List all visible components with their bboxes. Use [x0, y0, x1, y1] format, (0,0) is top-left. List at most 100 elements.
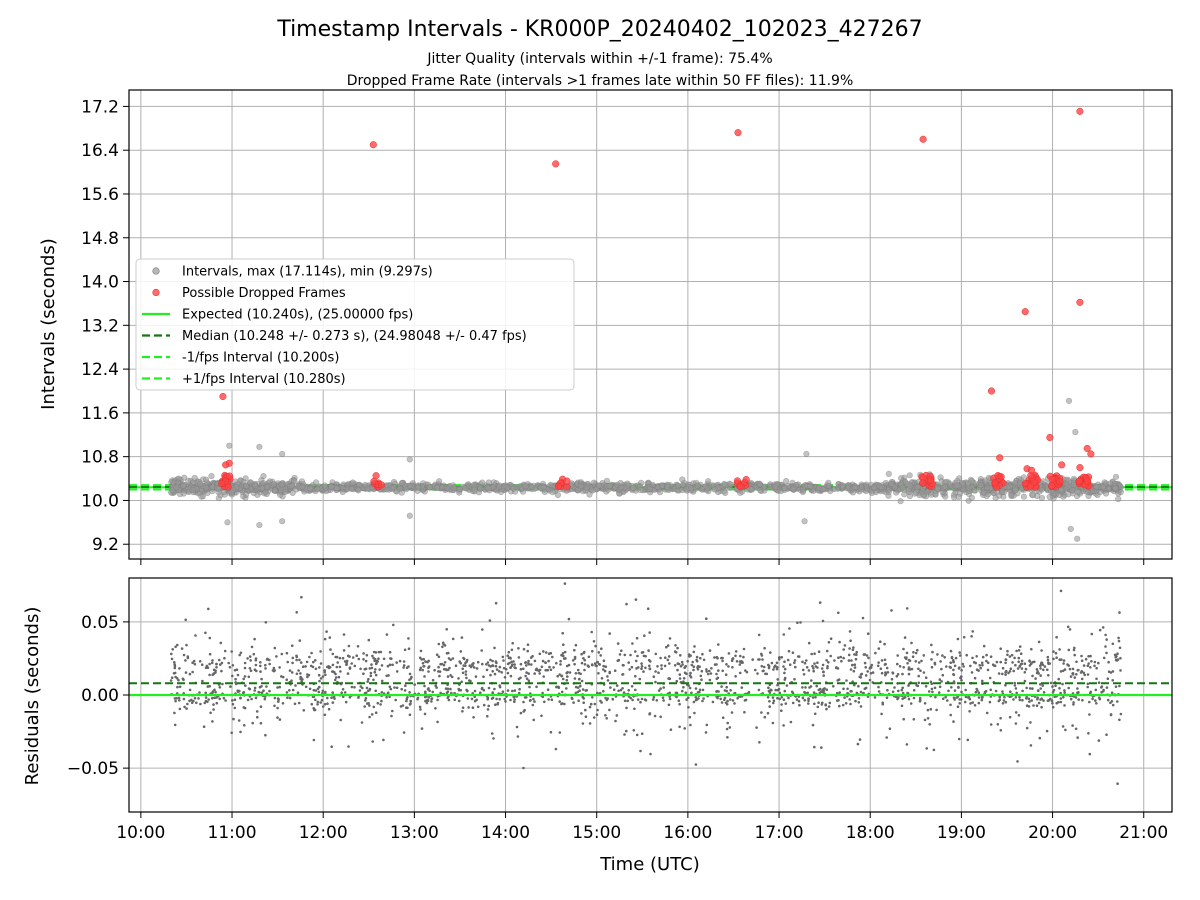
residual-point	[602, 689, 605, 693]
residual-point	[392, 623, 395, 627]
residual-point	[173, 711, 176, 715]
residual-point	[427, 670, 430, 673]
residual-point	[857, 697, 861, 700]
residual-point	[437, 670, 440, 673]
residual-point	[600, 677, 604, 680]
residual-point	[1106, 677, 1110, 680]
residual-point	[1039, 687, 1042, 690]
residual-point	[509, 666, 512, 669]
residual-point	[433, 668, 436, 672]
residual-point	[1018, 665, 1022, 668]
residual-point	[635, 636, 639, 640]
residual-point	[840, 659, 843, 663]
residual-point	[405, 699, 408, 703]
residual-point	[836, 699, 839, 702]
interval-point	[426, 484, 434, 491]
residual-point	[931, 690, 934, 694]
residual-point	[1001, 690, 1004, 693]
residual-point	[1006, 649, 1009, 653]
residual-point	[393, 686, 396, 689]
residual-point	[177, 678, 180, 682]
residual-point	[436, 698, 439, 702]
residual-point	[1046, 668, 1049, 671]
residual-point	[738, 671, 742, 675]
residual-point	[977, 669, 980, 672]
residual-point	[678, 673, 682, 676]
residual-point	[1009, 667, 1013, 670]
residual-point	[587, 665, 590, 668]
residual-point	[947, 689, 950, 693]
residual-point	[1011, 661, 1014, 664]
residual-point	[667, 655, 671, 658]
residual-point	[388, 695, 391, 699]
residual-point	[1061, 725, 1065, 728]
top-y-tick-label: 10.0	[81, 491, 119, 511]
residual-point	[647, 658, 651, 662]
residual-point	[720, 701, 724, 704]
residual-point	[617, 689, 620, 693]
residual-point	[975, 655, 978, 658]
residual-point	[577, 671, 581, 675]
dropped-frame-point	[226, 472, 234, 480]
residual-point	[896, 654, 899, 657]
dropped-frame-outlier	[552, 160, 560, 168]
residual-point	[849, 702, 852, 706]
residual-point	[1021, 689, 1024, 693]
residual-point	[476, 660, 480, 664]
residual-point	[846, 687, 849, 691]
residual-point	[636, 654, 639, 658]
residual-point	[359, 685, 363, 688]
residual-point	[709, 672, 713, 675]
residual-point	[573, 677, 577, 680]
residual-point	[964, 695, 968, 699]
residual-point	[999, 660, 1002, 664]
residual-point	[931, 650, 934, 654]
residual-point	[1006, 653, 1009, 657]
residual-point	[721, 659, 724, 663]
residual-point	[268, 662, 272, 666]
residual-point	[219, 663, 222, 666]
interval-outlier-point	[279, 518, 286, 525]
interval-point	[934, 485, 941, 492]
residual-point	[264, 663, 267, 667]
residual-point	[1105, 686, 1109, 689]
residual-point	[232, 717, 235, 721]
residual-point	[419, 649, 423, 653]
residual-point	[678, 725, 681, 729]
interval-point	[914, 484, 921, 491]
residual-point	[907, 672, 911, 676]
residual-point	[178, 699, 181, 702]
residual-point	[644, 666, 647, 670]
residual-point	[883, 663, 887, 666]
residual-point	[430, 700, 433, 703]
residual-point	[210, 661, 214, 665]
interval-point	[439, 484, 446, 491]
residual-point	[725, 727, 729, 731]
residual-point	[888, 727, 892, 730]
interval-point	[977, 482, 984, 489]
residual-point	[761, 669, 765, 673]
residual-point	[353, 664, 357, 668]
residual-point	[465, 660, 469, 663]
residual-point	[242, 706, 246, 709]
residual-point	[677, 662, 681, 666]
residual-point	[1004, 700, 1008, 704]
interval-point	[583, 484, 590, 491]
residual-point	[1037, 640, 1041, 644]
residual-point	[1018, 698, 1022, 702]
residual-point	[1016, 667, 1020, 670]
interval-outlier-point	[406, 456, 413, 463]
residual-point	[1098, 696, 1101, 699]
residual-point	[884, 673, 887, 677]
residual-point	[654, 680, 657, 684]
residual-point	[968, 697, 972, 701]
interval-point	[450, 484, 457, 491]
residual-point	[173, 666, 177, 670]
residual-point	[903, 636, 907, 639]
residual-point	[178, 707, 182, 711]
legend-label: Intervals, max (17.114s), min (9.297s)	[182, 265, 433, 280]
residual-point	[374, 662, 378, 666]
residual-point	[370, 713, 374, 716]
residual-point	[723, 689, 727, 692]
residual-point	[965, 653, 968, 657]
